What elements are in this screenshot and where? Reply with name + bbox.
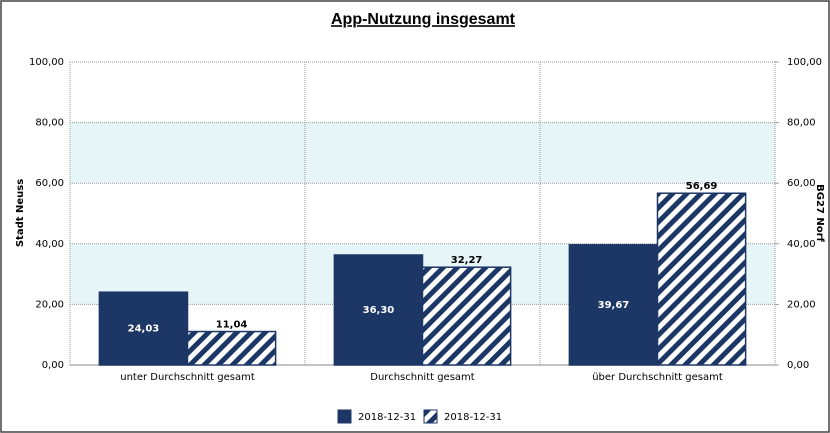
y2-tick-label: 100,00 [787,57,822,68]
y2-tick-label: 80,00 [787,118,816,129]
data-label: 39,67 [598,300,630,311]
y-tick-label: 80,00 [35,118,64,129]
y-axis-label: Stadt Neuss [15,179,26,247]
y2-tick-label: 20,00 [787,299,816,310]
data-label: 36,30 [363,305,395,316]
legend-swatch [423,409,438,424]
data-label: 24,03 [128,324,160,335]
chart-title: App-Nutzung insgesamt [331,11,516,28]
y2-axis-label: BG27 Norf [814,184,825,242]
grid-band [70,122,775,184]
x-tick-label: Durchschnitt gesamt [370,372,475,383]
x-tick-label: über Durchschnitt gesamt [592,372,723,383]
data-label: 32,27 [451,255,483,266]
x-tick-label: unter Durchschnitt gesamt [120,372,255,383]
y-tick-label: 0,00 [42,360,64,371]
data-label: 11,04 [216,320,248,331]
legend-label: 2018-12-31 [358,412,416,423]
y2-tick-label: 0,00 [787,360,809,371]
legend-swatch [337,409,352,424]
legend-label: 2018-12-31 [444,412,502,423]
bar [333,254,424,366]
bar [656,192,747,366]
y-tick-label: 40,00 [35,239,64,250]
y2-tick-label: 40,00 [787,239,816,250]
bar [421,266,512,366]
y-tick-label: 20,00 [35,299,64,310]
y2-tick-label: 60,00 [787,178,816,189]
bar [98,291,189,366]
y-tick-label: 60,00 [35,178,64,189]
y-tick-label: 100,00 [29,57,64,68]
data-label: 56,69 [686,181,718,192]
bar [186,330,277,366]
bar [568,244,659,366]
